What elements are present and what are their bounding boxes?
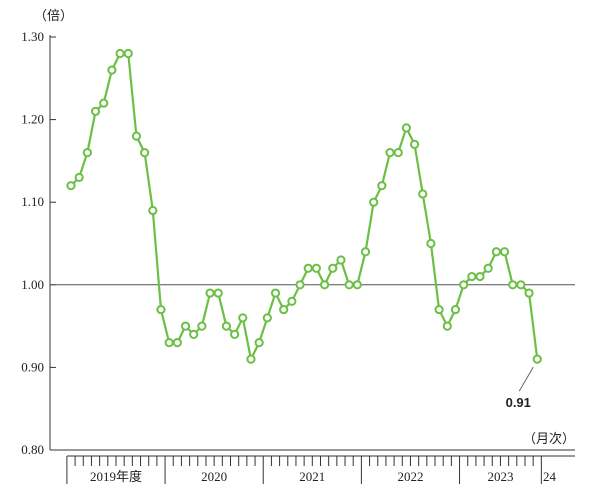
- year-label: 2020: [201, 469, 227, 484]
- data-point: [442, 321, 452, 331]
- data-point: [409, 139, 420, 149]
- data-point: [148, 205, 158, 216]
- data-point: [459, 280, 469, 290]
- data-point: [123, 48, 133, 59]
- data-point: [238, 313, 248, 323]
- data-point: [524, 288, 534, 298]
- label-layer: 1.30 1.20 1.10 1.00 0.90 0.80 （倍） （月次） 2019年度 202…: [21, 8, 575, 484]
- data-point: [82, 148, 92, 158]
- data-point: [319, 280, 330, 290]
- year-label: 2023: [487, 469, 513, 484]
- data-point: [107, 65, 117, 75]
- data-point: [90, 106, 101, 116]
- data-point: [344, 280, 354, 290]
- data-point: [279, 304, 289, 315]
- year-label: 2019年度: [90, 469, 142, 484]
- data-point: [360, 247, 371, 257]
- y-tick-label: 0.80: [21, 442, 44, 457]
- data-point: [99, 98, 109, 108]
- data-point: [205, 288, 215, 298]
- point-layer: [66, 48, 542, 364]
- data-point: [467, 271, 477, 282]
- data-point: [131, 131, 142, 141]
- data-point: [213, 288, 223, 298]
- year-label: 2021: [299, 469, 325, 484]
- data-point: [385, 148, 395, 158]
- data-point: [287, 296, 297, 306]
- data-point: [483, 263, 493, 273]
- data-point: [66, 181, 76, 191]
- data-point: [369, 197, 379, 207]
- data-point: [180, 321, 191, 331]
- data-point: [311, 263, 321, 273]
- y-tick-label: 1.10: [21, 194, 44, 209]
- data-point: [295, 280, 305, 290]
- y-tick-label: 1.30: [21, 29, 44, 44]
- y-axis-unit: （倍）: [34, 8, 73, 23]
- data-point: [418, 189, 428, 199]
- data-point: [352, 280, 362, 290]
- data-point: [450, 304, 461, 315]
- data-point: [401, 123, 411, 133]
- data-point: [303, 263, 313, 273]
- line-layer: [70, 52, 539, 361]
- data-point: [426, 238, 436, 249]
- data-point: [336, 255, 346, 265]
- data-point: [189, 329, 199, 339]
- data-point: [156, 304, 166, 315]
- data-point: [262, 313, 272, 323]
- data-point: [74, 172, 84, 183]
- data-point: [516, 280, 526, 290]
- data-point: [475, 271, 485, 282]
- data-point: [140, 148, 150, 158]
- axis-layer: [49, 35, 575, 484]
- data-point: [491, 247, 501, 257]
- data-point: [115, 48, 125, 59]
- annotation-leader: [518, 366, 534, 392]
- data-point: [434, 304, 444, 315]
- data-point: [393, 148, 403, 158]
- data-point: [197, 321, 207, 331]
- x-axis-unit: （月次）: [523, 431, 575, 446]
- y-tick-label: 0.90: [21, 359, 44, 374]
- data-point: [328, 263, 338, 273]
- data-point: [532, 354, 542, 364]
- y-tick-label: 1.00: [21, 277, 44, 292]
- data-point: [172, 338, 182, 348]
- y-tick-label: 1.20: [21, 112, 44, 127]
- data-point: [377, 181, 387, 191]
- data-point: [508, 280, 518, 290]
- series-line: [70, 52, 539, 361]
- data-point: [499, 247, 510, 257]
- year-label: 24: [543, 469, 557, 484]
- year-label: 2022: [397, 469, 423, 484]
- data-point: [221, 321, 232, 331]
- data-point: [246, 354, 256, 364]
- data-point: [270, 288, 281, 298]
- data-point: [254, 338, 264, 348]
- annotation-label: 0.91: [506, 395, 531, 410]
- data-point: [230, 329, 240, 339]
- data-point: [164, 338, 174, 348]
